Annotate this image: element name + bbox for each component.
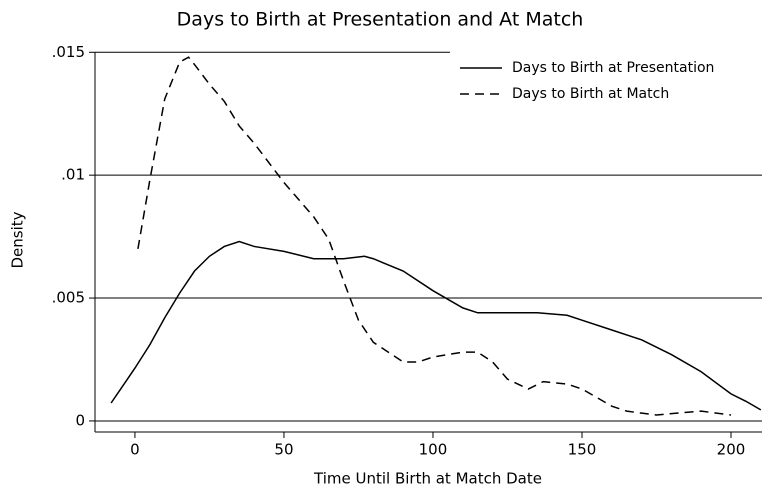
x-tick-label: 150 bbox=[568, 441, 597, 459]
legend-label: Days to Birth at Match bbox=[512, 86, 669, 102]
y-tick-label: .005 bbox=[52, 289, 85, 307]
x-tick-label: 50 bbox=[274, 441, 293, 459]
chart-title: Days to Birth at Presentation and At Mat… bbox=[177, 9, 584, 31]
y-tick-label: .01 bbox=[61, 166, 85, 184]
x-tick-label: 200 bbox=[717, 441, 746, 459]
y-axis-label: Density bbox=[9, 211, 27, 268]
line-series bbox=[137, 56, 732, 416]
y-tick-label: 0 bbox=[75, 411, 85, 429]
x-axis-label: Time Until Birth at Match Date bbox=[313, 470, 542, 488]
legend-box bbox=[450, 44, 762, 110]
x-tick-label: 100 bbox=[419, 441, 448, 459]
y-tick-label: .015 bbox=[52, 43, 85, 61]
x-tick-label: 0 bbox=[130, 441, 140, 459]
line-series bbox=[110, 240, 762, 411]
legend-label: Days to Birth at Presentation bbox=[512, 60, 714, 76]
